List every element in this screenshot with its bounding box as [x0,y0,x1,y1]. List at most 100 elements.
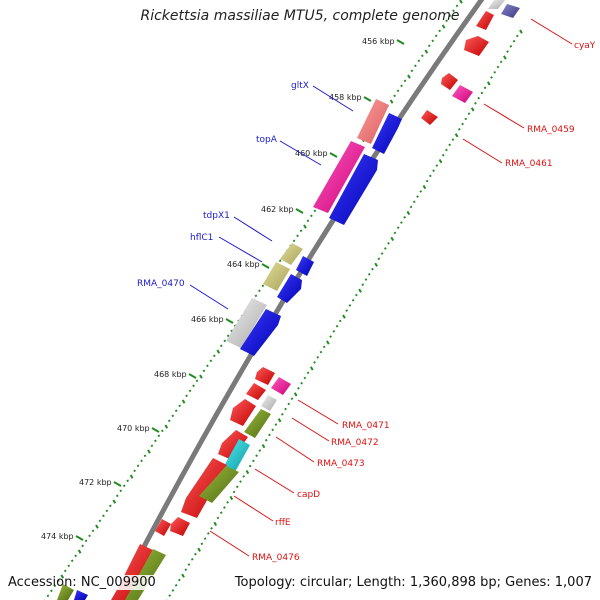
gc-dot [303,224,307,229]
gc-dot [164,424,169,429]
gc-dot [81,544,84,548]
gene-feature-forward[interactable] [57,584,74,600]
gc-dot [390,236,395,241]
gc-dot [140,459,143,463]
gc-dot [355,293,358,297]
rrna-feature[interactable] [452,85,473,103]
gc-dot [351,298,355,302]
gene-label[interactable]: RMA_0473 [317,459,365,469]
gene-feature-forward[interactable] [240,309,281,356]
gc-dot [154,439,157,443]
gene-label[interactable]: RMA_0471 [342,421,390,431]
gc-dot [57,579,60,583]
gene-feature-forward[interactable] [263,262,290,291]
gc-dot [441,153,445,157]
gc-dot [216,349,221,354]
separator: ; [347,575,357,590]
gene-feature-forward[interactable] [226,298,267,348]
gene-feature-forward[interactable] [329,154,378,225]
gc-dot [377,257,381,261]
gc-dot [371,267,374,271]
gene-label[interactable]: RMA_0470 [137,279,185,289]
trna-feature[interactable] [357,99,389,144]
gene-feature-forward[interactable] [277,274,302,303]
gene-feature-reverse[interactable] [501,4,520,18]
gene-feature-reverse[interactable] [218,430,248,460]
gc-dot [202,369,206,373]
gc-dot [184,568,188,572]
gc-dot [277,418,282,423]
gc-dot [422,184,427,190]
gene-feature-forward[interactable] [224,439,250,472]
gene-label[interactable]: gltX [291,81,309,91]
gc-dot [417,59,421,63]
gene-feature-reverse[interactable] [476,11,494,30]
gc-dot [519,29,523,34]
gc-dot [493,70,497,74]
gc-dot [424,49,429,54]
gene-label[interactable]: hflC1 [190,233,213,243]
gc-dot [438,159,443,164]
gene-feature-forward[interactable] [280,243,303,265]
gene-feature-reverse[interactable] [464,36,489,56]
gene-label[interactable]: topA [256,135,278,145]
gc-dot [60,574,65,579]
gene-features [57,0,520,600]
gc-dot [213,354,216,358]
gene-label[interactable]: RMA_0459 [527,125,575,135]
rrna-feature[interactable] [313,141,365,213]
gene-feature-reverse[interactable] [246,383,266,400]
gene-feature-reverse[interactable] [261,395,277,411]
rrna-feature[interactable] [271,377,291,395]
gc-dot [322,345,326,349]
gene-label[interactable]: RMA_0461 [505,159,553,169]
gc-dot [181,573,185,578]
gene-feature-reverse[interactable] [255,367,275,385]
gene-label[interactable]: RMA_0472 [331,438,379,448]
gc-dot [515,34,519,38]
gc-dot [194,552,197,556]
gene-label[interactable]: RMA_0476 [252,553,300,563]
gene-feature-forward[interactable] [296,256,314,276]
gene-feature-reverse[interactable] [181,458,227,518]
genes-label: Genes: [505,575,551,590]
gene-feature-reverse[interactable] [488,0,505,9]
gc-dot [310,214,313,218]
gc-dot [483,86,487,90]
gene-feature-forward[interactable] [199,466,239,503]
gene-feature-reverse[interactable] [170,517,190,536]
gc-dot [467,112,471,116]
gene-feature-reverse[interactable] [230,399,256,426]
gc-dot [407,74,411,79]
gene-label[interactable]: capD [297,490,320,500]
gc-dot [396,89,400,93]
gc-dot [434,34,438,38]
gene-feature-forward[interactable] [74,590,88,600]
gc-dot [431,39,435,43]
gc-dot [389,99,394,104]
topology-value: circular [299,575,348,590]
gc-dot [219,511,223,515]
gene-label[interactable]: rffE [275,518,291,528]
gc-dot [429,174,432,178]
gc-dot [303,376,307,380]
gc-dot [292,239,296,243]
gene-feature-reverse[interactable] [155,519,171,536]
gene-feature-forward[interactable] [372,113,402,154]
gc-dot [136,464,140,468]
gc-dot [206,364,209,368]
gc-dot [454,133,459,138]
gc-dot [300,381,303,385]
gene-label[interactable]: cyaY [574,41,596,51]
gene-feature-reverse[interactable] [421,110,438,125]
tick-label: 466 kbp [191,315,224,324]
gc-dot [190,558,194,561]
gene-feature-forward[interactable] [244,409,271,438]
gene-label[interactable]: tdpX1 [203,211,230,221]
gc-dot [46,594,50,598]
gene-feature-reverse[interactable] [441,73,458,90]
gc-dot [181,399,186,404]
gc-dot [229,495,234,501]
gc-dot [358,288,362,293]
